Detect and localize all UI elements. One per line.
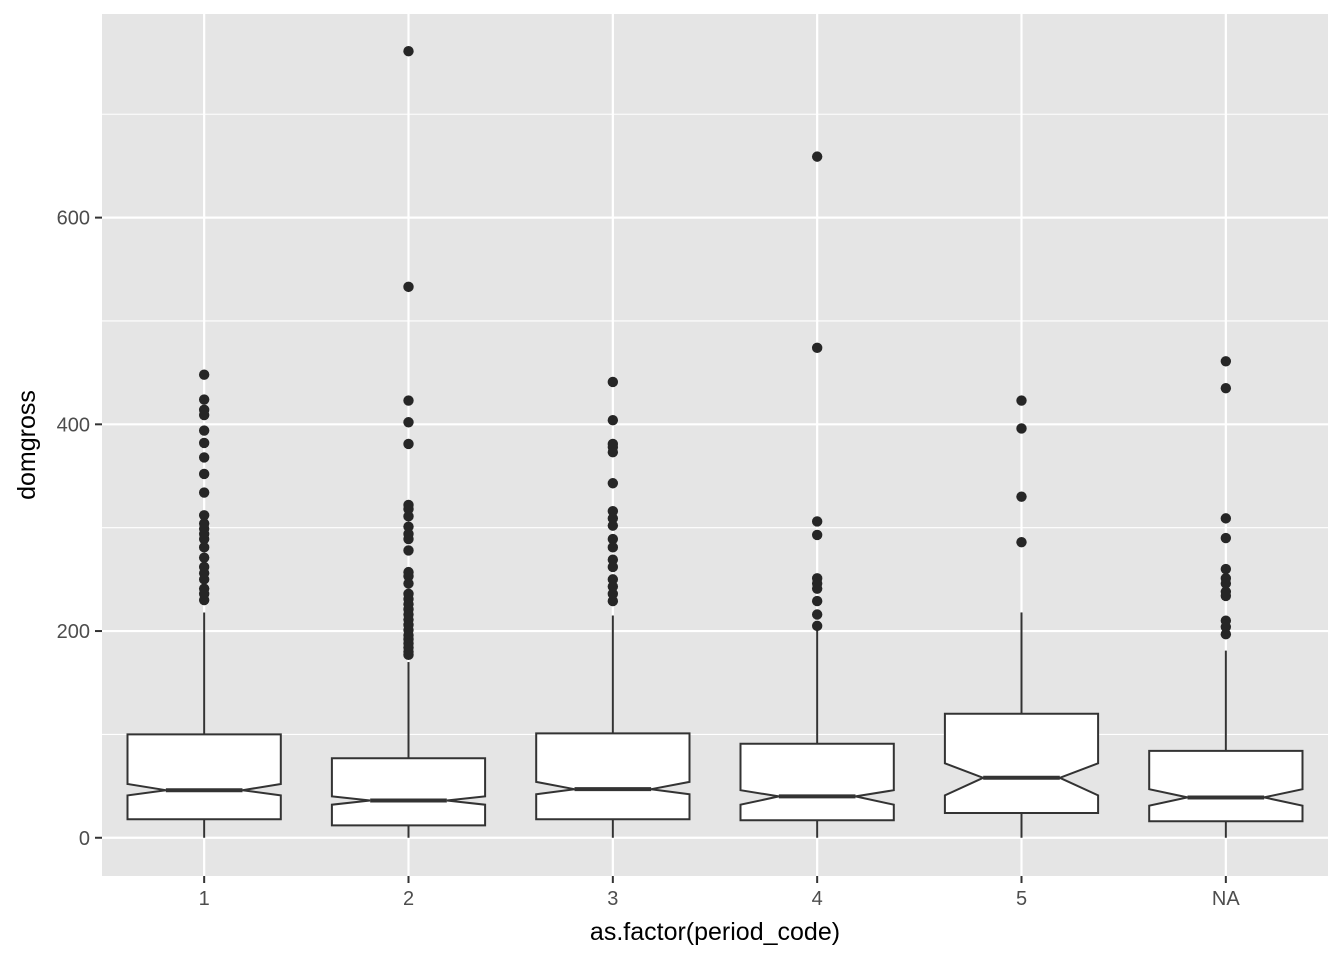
y-axis: 0 200 400 600 (57, 208, 102, 850)
outlier-point (198, 369, 210, 380)
outlier-point (607, 447, 619, 458)
x-axis: 1 2 3 4 5 NA (199, 876, 1240, 910)
outlier-point (1016, 491, 1027, 502)
outlier-point (198, 394, 210, 405)
outlier-point (811, 516, 823, 527)
outlier-point (607, 561, 619, 573)
outlier-point (198, 594, 210, 606)
outlier-point (1220, 578, 1232, 589)
box-1 (126, 369, 282, 838)
box-4 (739, 151, 895, 838)
box-NA (1148, 356, 1304, 838)
outlier-point (198, 409, 210, 421)
outlier-point (198, 487, 210, 498)
outlier-point (607, 376, 619, 388)
outlier-point (403, 511, 414, 522)
outlier-point (198, 542, 210, 553)
outlier-point (403, 417, 414, 428)
outlier-point (403, 395, 414, 406)
outlier-point (811, 151, 823, 162)
outlier-point (1220, 621, 1232, 633)
x-tick-label: 1 (199, 888, 210, 910)
outlier-point (607, 513, 619, 524)
box-5 (943, 395, 1100, 838)
outlier-point (607, 554, 619, 565)
box-2 (330, 46, 487, 838)
box-body (943, 712, 1100, 814)
outlier-point (811, 342, 823, 354)
x-tick-label: 4 (812, 888, 823, 910)
outlier-point (607, 520, 619, 531)
outlier-point (403, 281, 414, 293)
outlier-point (607, 595, 619, 607)
outlier-point (403, 46, 414, 57)
outlier-point (198, 510, 210, 521)
plot-panel (102, 14, 1328, 876)
outlier-point (811, 529, 823, 541)
outlier-point (1016, 423, 1027, 434)
outlier-point (1220, 590, 1232, 602)
outlier-point (1220, 628, 1232, 640)
outlier-point (403, 438, 414, 450)
outlier-point (403, 649, 414, 661)
outlier-point (198, 437, 210, 449)
outlier-point (1220, 513, 1232, 524)
outlier-point (403, 571, 414, 582)
outlier-point (811, 595, 823, 607)
outlier-point (607, 574, 619, 585)
y-tick-label: 0 (79, 828, 90, 850)
outlier-point (403, 578, 414, 589)
y-tick-label: 400 (57, 414, 90, 436)
box-body (739, 742, 895, 822)
outlier-point (198, 425, 210, 436)
x-tick-label: 5 (1016, 888, 1027, 910)
outlier-point (811, 620, 823, 632)
outlier-point (198, 552, 210, 563)
x-tick-label: 2 (403, 888, 414, 910)
x-tick-label: 3 (607, 888, 618, 910)
x-axis-title: as.factor(period_code) (590, 918, 840, 946)
box-3 (535, 376, 691, 838)
boxes (126, 46, 1304, 838)
outlier-point (403, 521, 414, 532)
outlier-point (1220, 563, 1232, 575)
box-body (535, 732, 691, 821)
box-body (1148, 749, 1304, 823)
outlier-point (1220, 532, 1232, 544)
outlier-point (1220, 382, 1232, 394)
box-body (126, 733, 282, 821)
outlier-point (198, 533, 210, 545)
outlier-point (607, 588, 619, 600)
y-tick-label: 600 (57, 208, 90, 230)
outlier-point (403, 533, 414, 545)
outlier-point (1016, 536, 1027, 548)
outlier-point (607, 581, 619, 592)
outlier-point (198, 452, 210, 463)
outlier-point (811, 609, 823, 620)
outlier-point (403, 503, 414, 515)
outlier-point (607, 478, 619, 489)
outlier-point (607, 505, 619, 517)
outlier-point (403, 545, 414, 556)
outlier-point (1016, 395, 1027, 406)
outlier-point (607, 533, 619, 545)
outlier-point (811, 583, 823, 594)
outlier-point (607, 414, 619, 426)
outlier-point (198, 574, 210, 585)
y-tick-label: 200 (57, 621, 90, 643)
x-tick-label: NA (1212, 888, 1240, 910)
box-body (330, 757, 487, 827)
outlier-point (198, 468, 210, 480)
outlier-point (607, 542, 619, 553)
y-axis-title: domgross (13, 390, 41, 500)
outlier-point (1220, 356, 1232, 367)
